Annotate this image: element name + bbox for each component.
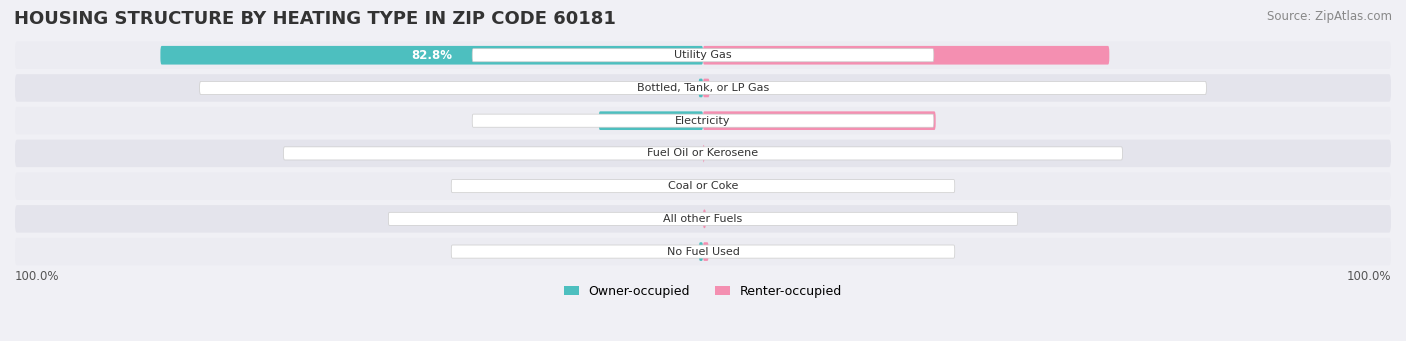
FancyBboxPatch shape	[703, 79, 710, 97]
Text: 0.67%: 0.67%	[659, 83, 696, 93]
FancyBboxPatch shape	[284, 147, 1122, 160]
Text: 0.85%: 0.85%	[685, 245, 727, 258]
Text: HOUSING STRUCTURE BY HEATING TYPE IN ZIP CODE 60181: HOUSING STRUCTURE BY HEATING TYPE IN ZIP…	[14, 10, 616, 28]
Text: 100.0%: 100.0%	[1347, 270, 1391, 283]
Text: 35.5%: 35.5%	[799, 114, 839, 127]
Text: 0.22%: 0.22%	[707, 148, 744, 159]
FancyBboxPatch shape	[15, 107, 1391, 134]
FancyBboxPatch shape	[699, 79, 703, 97]
Text: 0.0%: 0.0%	[710, 181, 738, 191]
FancyBboxPatch shape	[703, 242, 709, 261]
FancyBboxPatch shape	[703, 209, 706, 228]
Text: 82.8%: 82.8%	[411, 49, 453, 62]
Text: 0.44%: 0.44%	[683, 212, 725, 225]
Text: 0.62%: 0.62%	[681, 245, 721, 258]
Text: 0.22%: 0.22%	[683, 147, 724, 160]
Text: 62.0%: 62.0%	[886, 49, 927, 62]
Legend: Owner-occupied, Renter-occupied: Owner-occupied, Renter-occupied	[558, 280, 848, 303]
FancyBboxPatch shape	[15, 140, 1391, 167]
FancyBboxPatch shape	[703, 144, 704, 163]
Text: 0.0%: 0.0%	[668, 148, 696, 159]
Text: Utility Gas: Utility Gas	[675, 50, 731, 60]
FancyBboxPatch shape	[15, 42, 1391, 69]
Text: 0.0%: 0.0%	[668, 181, 696, 191]
FancyBboxPatch shape	[160, 46, 703, 64]
FancyBboxPatch shape	[451, 180, 955, 193]
FancyBboxPatch shape	[703, 46, 1109, 64]
FancyBboxPatch shape	[472, 114, 934, 127]
FancyBboxPatch shape	[451, 245, 955, 258]
FancyBboxPatch shape	[388, 212, 1018, 225]
Text: Source: ZipAtlas.com: Source: ZipAtlas.com	[1267, 10, 1392, 23]
Text: 15.9%: 15.9%	[630, 114, 672, 127]
FancyBboxPatch shape	[200, 81, 1206, 94]
FancyBboxPatch shape	[472, 49, 934, 62]
Text: 0.0%: 0.0%	[668, 214, 696, 224]
Text: Electricity: Electricity	[675, 116, 731, 126]
FancyBboxPatch shape	[703, 112, 935, 130]
Text: Fuel Oil or Kerosene: Fuel Oil or Kerosene	[647, 148, 759, 159]
FancyBboxPatch shape	[15, 173, 1391, 200]
Text: 100.0%: 100.0%	[15, 270, 59, 283]
Text: No Fuel Used: No Fuel Used	[666, 247, 740, 256]
Text: 0.62%: 0.62%	[661, 247, 696, 256]
Text: 0.99%: 0.99%	[686, 81, 727, 94]
FancyBboxPatch shape	[15, 74, 1391, 102]
FancyBboxPatch shape	[599, 112, 703, 130]
Text: Coal or Coke: Coal or Coke	[668, 181, 738, 191]
Text: Bottled, Tank, or LP Gas: Bottled, Tank, or LP Gas	[637, 83, 769, 93]
Text: All other Fuels: All other Fuels	[664, 214, 742, 224]
Text: 0.67%: 0.67%	[681, 81, 721, 94]
Text: 0.44%: 0.44%	[709, 214, 745, 224]
FancyBboxPatch shape	[15, 205, 1391, 233]
Text: 0.85%: 0.85%	[711, 247, 747, 256]
FancyBboxPatch shape	[15, 238, 1391, 265]
Text: 0.99%: 0.99%	[713, 83, 748, 93]
FancyBboxPatch shape	[699, 242, 703, 261]
